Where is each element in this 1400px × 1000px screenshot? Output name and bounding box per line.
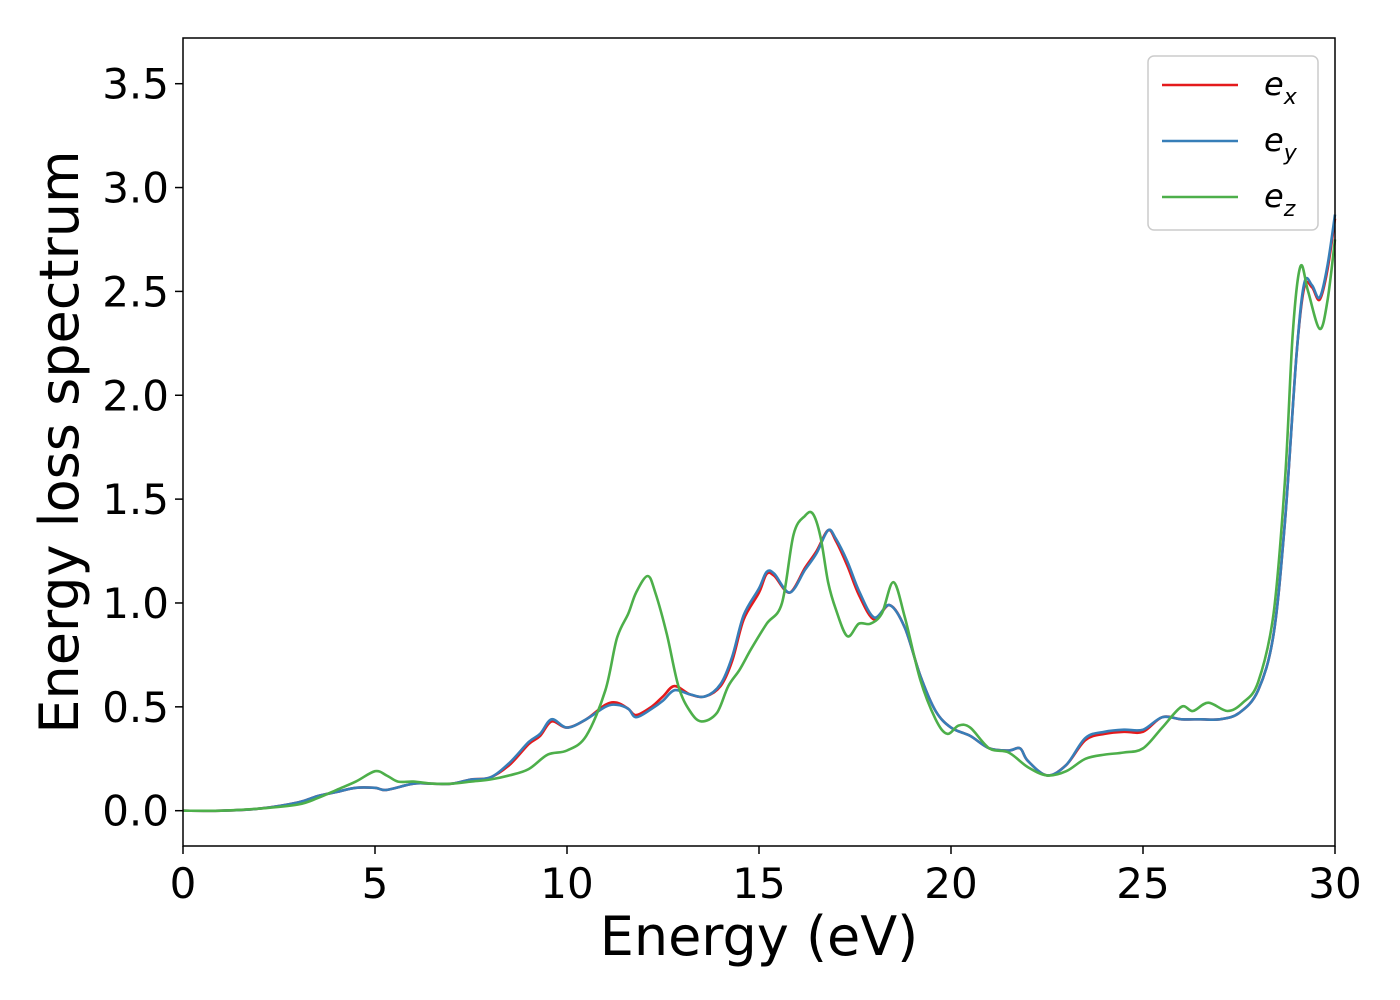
legend: ex ey ez [1147,55,1319,231]
y-tick-label: 0.5 [102,683,169,732]
x-tick-label: 10 [540,859,593,908]
x-tick-label: 0 [170,859,197,908]
legend-label-x: ex [1264,65,1298,110]
legend-label-y: ey [1264,121,1298,166]
y-tick-label: 1.0 [102,579,169,628]
y-tick-label: 2.5 [102,267,169,316]
plot-area [183,38,1335,846]
series-line-z [182,239,1337,813]
y-axis: 0.0 0.5 1.0 1.5 2.0 2.5 3.0 3.5 [102,60,183,836]
y-tick-label: 3.5 [102,60,169,109]
y-axis-title: Energy loss spectrum [28,150,91,733]
y-tick-label: 1.5 [102,475,169,524]
y-tick-label: 0.0 [102,787,169,836]
x-axis: 0 5 10 15 20 25 30 [170,846,1362,908]
series-layer [182,214,1337,813]
x-tick-label: 25 [1116,859,1169,908]
x-tick-label: 15 [732,859,785,908]
legend-label-z: ez [1264,177,1296,222]
x-tick-label: 30 [1308,859,1361,908]
y-tick-label: 2.0 [102,371,169,420]
x-tick-label: 20 [924,859,977,908]
x-tick-label: 5 [362,859,389,908]
series-line-y [182,214,1337,813]
legend-frame [1147,55,1319,231]
x-axis-title: Energy (eV) [600,905,919,968]
y-tick-label: 3.0 [102,164,169,213]
